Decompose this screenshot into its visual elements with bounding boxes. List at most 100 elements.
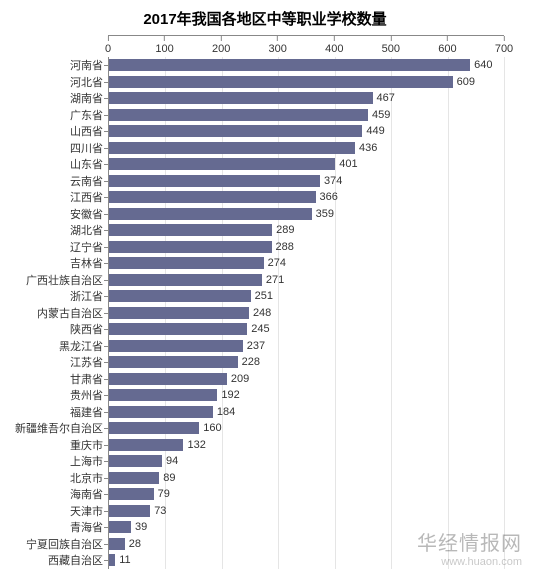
bar-rect bbox=[109, 175, 320, 187]
bar-rect bbox=[109, 472, 159, 484]
bar-value-label: 449 bbox=[366, 125, 384, 137]
bar-category-label: 吉林省 bbox=[9, 255, 109, 271]
bar-rect bbox=[109, 224, 272, 236]
bar-value-label: 467 bbox=[377, 92, 395, 104]
bar-category-label: 云南省 bbox=[9, 173, 109, 189]
bar-row: 重庆市132 bbox=[109, 437, 504, 454]
bar-value-label: 228 bbox=[242, 356, 260, 368]
bar-value-label: 89 bbox=[163, 472, 175, 484]
bar-rect bbox=[109, 109, 368, 121]
plot-area: 0100200300400500600700 河南省640河北省609湖南省46… bbox=[108, 35, 504, 569]
bar-value-label: 374 bbox=[324, 175, 342, 187]
bar-row: 天津市73 bbox=[109, 503, 504, 520]
bar-row: 广西壮族自治区271 bbox=[109, 272, 504, 289]
bar-value-label: 459 bbox=[372, 109, 390, 121]
bar-row: 江苏省228 bbox=[109, 354, 504, 371]
bar-category-label: 陕西省 bbox=[9, 321, 109, 337]
bar-category-label: 天津市 bbox=[9, 503, 109, 519]
bar-row: 北京市89 bbox=[109, 470, 504, 487]
bar-category-label: 贵州省 bbox=[9, 387, 109, 403]
bar-value-label: 436 bbox=[359, 142, 377, 154]
bar-value-label: 366 bbox=[320, 191, 338, 203]
bar-row: 吉林省274 bbox=[109, 255, 504, 272]
bar-value-label: 245 bbox=[251, 323, 269, 335]
bar-row: 四川省436 bbox=[109, 140, 504, 157]
bar-value-label: 184 bbox=[217, 406, 235, 418]
x-tick: 600 bbox=[438, 36, 456, 55]
x-tick-label: 200 bbox=[212, 43, 230, 55]
x-tick-label: 100 bbox=[155, 43, 173, 55]
bar-category-label: 河北省 bbox=[9, 74, 109, 90]
bar-value-label: 160 bbox=[203, 422, 221, 434]
bar-category-label: 辽宁省 bbox=[9, 239, 109, 255]
bar-value-label: 289 bbox=[276, 224, 294, 236]
bar-value-label: 237 bbox=[247, 340, 265, 352]
bar-category-label: 宁夏回族自治区 bbox=[9, 536, 109, 552]
bar-row: 安徽省359 bbox=[109, 206, 504, 223]
bar-category-label: 黑龙江省 bbox=[9, 338, 109, 354]
bar-rect bbox=[109, 488, 154, 500]
bar-category-label: 西藏自治区 bbox=[9, 552, 109, 568]
bar-row: 江西省366 bbox=[109, 189, 504, 206]
bar-rect bbox=[109, 208, 312, 220]
bar-row: 湖南省467 bbox=[109, 90, 504, 107]
bar-category-label: 山东省 bbox=[9, 156, 109, 172]
bar-category-label: 湖南省 bbox=[9, 90, 109, 106]
bar-row: 海南省79 bbox=[109, 486, 504, 503]
bar-value-label: 28 bbox=[129, 538, 141, 550]
bars-area: 河南省640河北省609湖南省467广东省459山西省449四川省436山东省4… bbox=[108, 57, 504, 569]
bar-row: 山东省401 bbox=[109, 156, 504, 173]
bar-row: 新疆维吾尔自治区160 bbox=[109, 420, 504, 437]
bar-value-label: 401 bbox=[339, 158, 357, 170]
x-tick-label: 400 bbox=[325, 43, 343, 55]
bar-row: 广东省459 bbox=[109, 107, 504, 124]
bar-row: 上海市94 bbox=[109, 453, 504, 470]
bar-rect bbox=[109, 191, 316, 203]
bar-value-label: 192 bbox=[221, 389, 239, 401]
bar-rect bbox=[109, 125, 362, 137]
x-tick: 200 bbox=[212, 36, 230, 55]
bar-rect bbox=[109, 158, 335, 170]
x-tick: 400 bbox=[325, 36, 343, 55]
bar-rect bbox=[109, 59, 470, 71]
bar-rect bbox=[109, 257, 264, 269]
bar-rect bbox=[109, 538, 125, 550]
bar-rect bbox=[109, 439, 183, 451]
bar-row: 河北省609 bbox=[109, 74, 504, 91]
bar-value-label: 271 bbox=[266, 274, 284, 286]
bar-rect bbox=[109, 274, 262, 286]
bar-rect bbox=[109, 142, 355, 154]
bar-value-label: 248 bbox=[253, 307, 271, 319]
bar-rect bbox=[109, 422, 199, 434]
bar-row: 贵州省192 bbox=[109, 387, 504, 404]
bar-category-label: 湖北省 bbox=[9, 222, 109, 238]
x-tick: 700 bbox=[495, 36, 513, 55]
bar-category-label: 重庆市 bbox=[9, 437, 109, 453]
bar-category-label: 山西省 bbox=[9, 123, 109, 139]
bar-rect bbox=[109, 406, 213, 418]
bar-category-label: 江苏省 bbox=[9, 354, 109, 370]
bar-row: 福建省184 bbox=[109, 404, 504, 421]
bar-row: 辽宁省288 bbox=[109, 239, 504, 256]
bar-value-label: 94 bbox=[166, 455, 178, 467]
bar-value-label: 640 bbox=[474, 59, 492, 71]
x-tick: 500 bbox=[382, 36, 400, 55]
bar-row: 云南省374 bbox=[109, 173, 504, 190]
bar-category-label: 浙江省 bbox=[9, 288, 109, 304]
bar-value-label: 132 bbox=[187, 439, 205, 451]
bar-value-label: 609 bbox=[457, 76, 475, 88]
bar-category-label: 河南省 bbox=[9, 57, 109, 73]
bar-category-label: 北京市 bbox=[9, 470, 109, 486]
bar-rect bbox=[109, 340, 243, 352]
x-tick-label: 300 bbox=[269, 43, 287, 55]
bar-value-label: 11 bbox=[119, 554, 130, 566]
bar-row: 西藏自治区11 bbox=[109, 552, 504, 569]
bar-row: 浙江省251 bbox=[109, 288, 504, 305]
bar-category-label: 广东省 bbox=[9, 107, 109, 123]
bar-rect bbox=[109, 356, 238, 368]
bar-category-label: 江西省 bbox=[9, 189, 109, 205]
bar-rect bbox=[109, 554, 115, 566]
bar-rect bbox=[109, 307, 249, 319]
bar-value-label: 209 bbox=[231, 373, 249, 385]
bar-rect bbox=[109, 455, 162, 467]
